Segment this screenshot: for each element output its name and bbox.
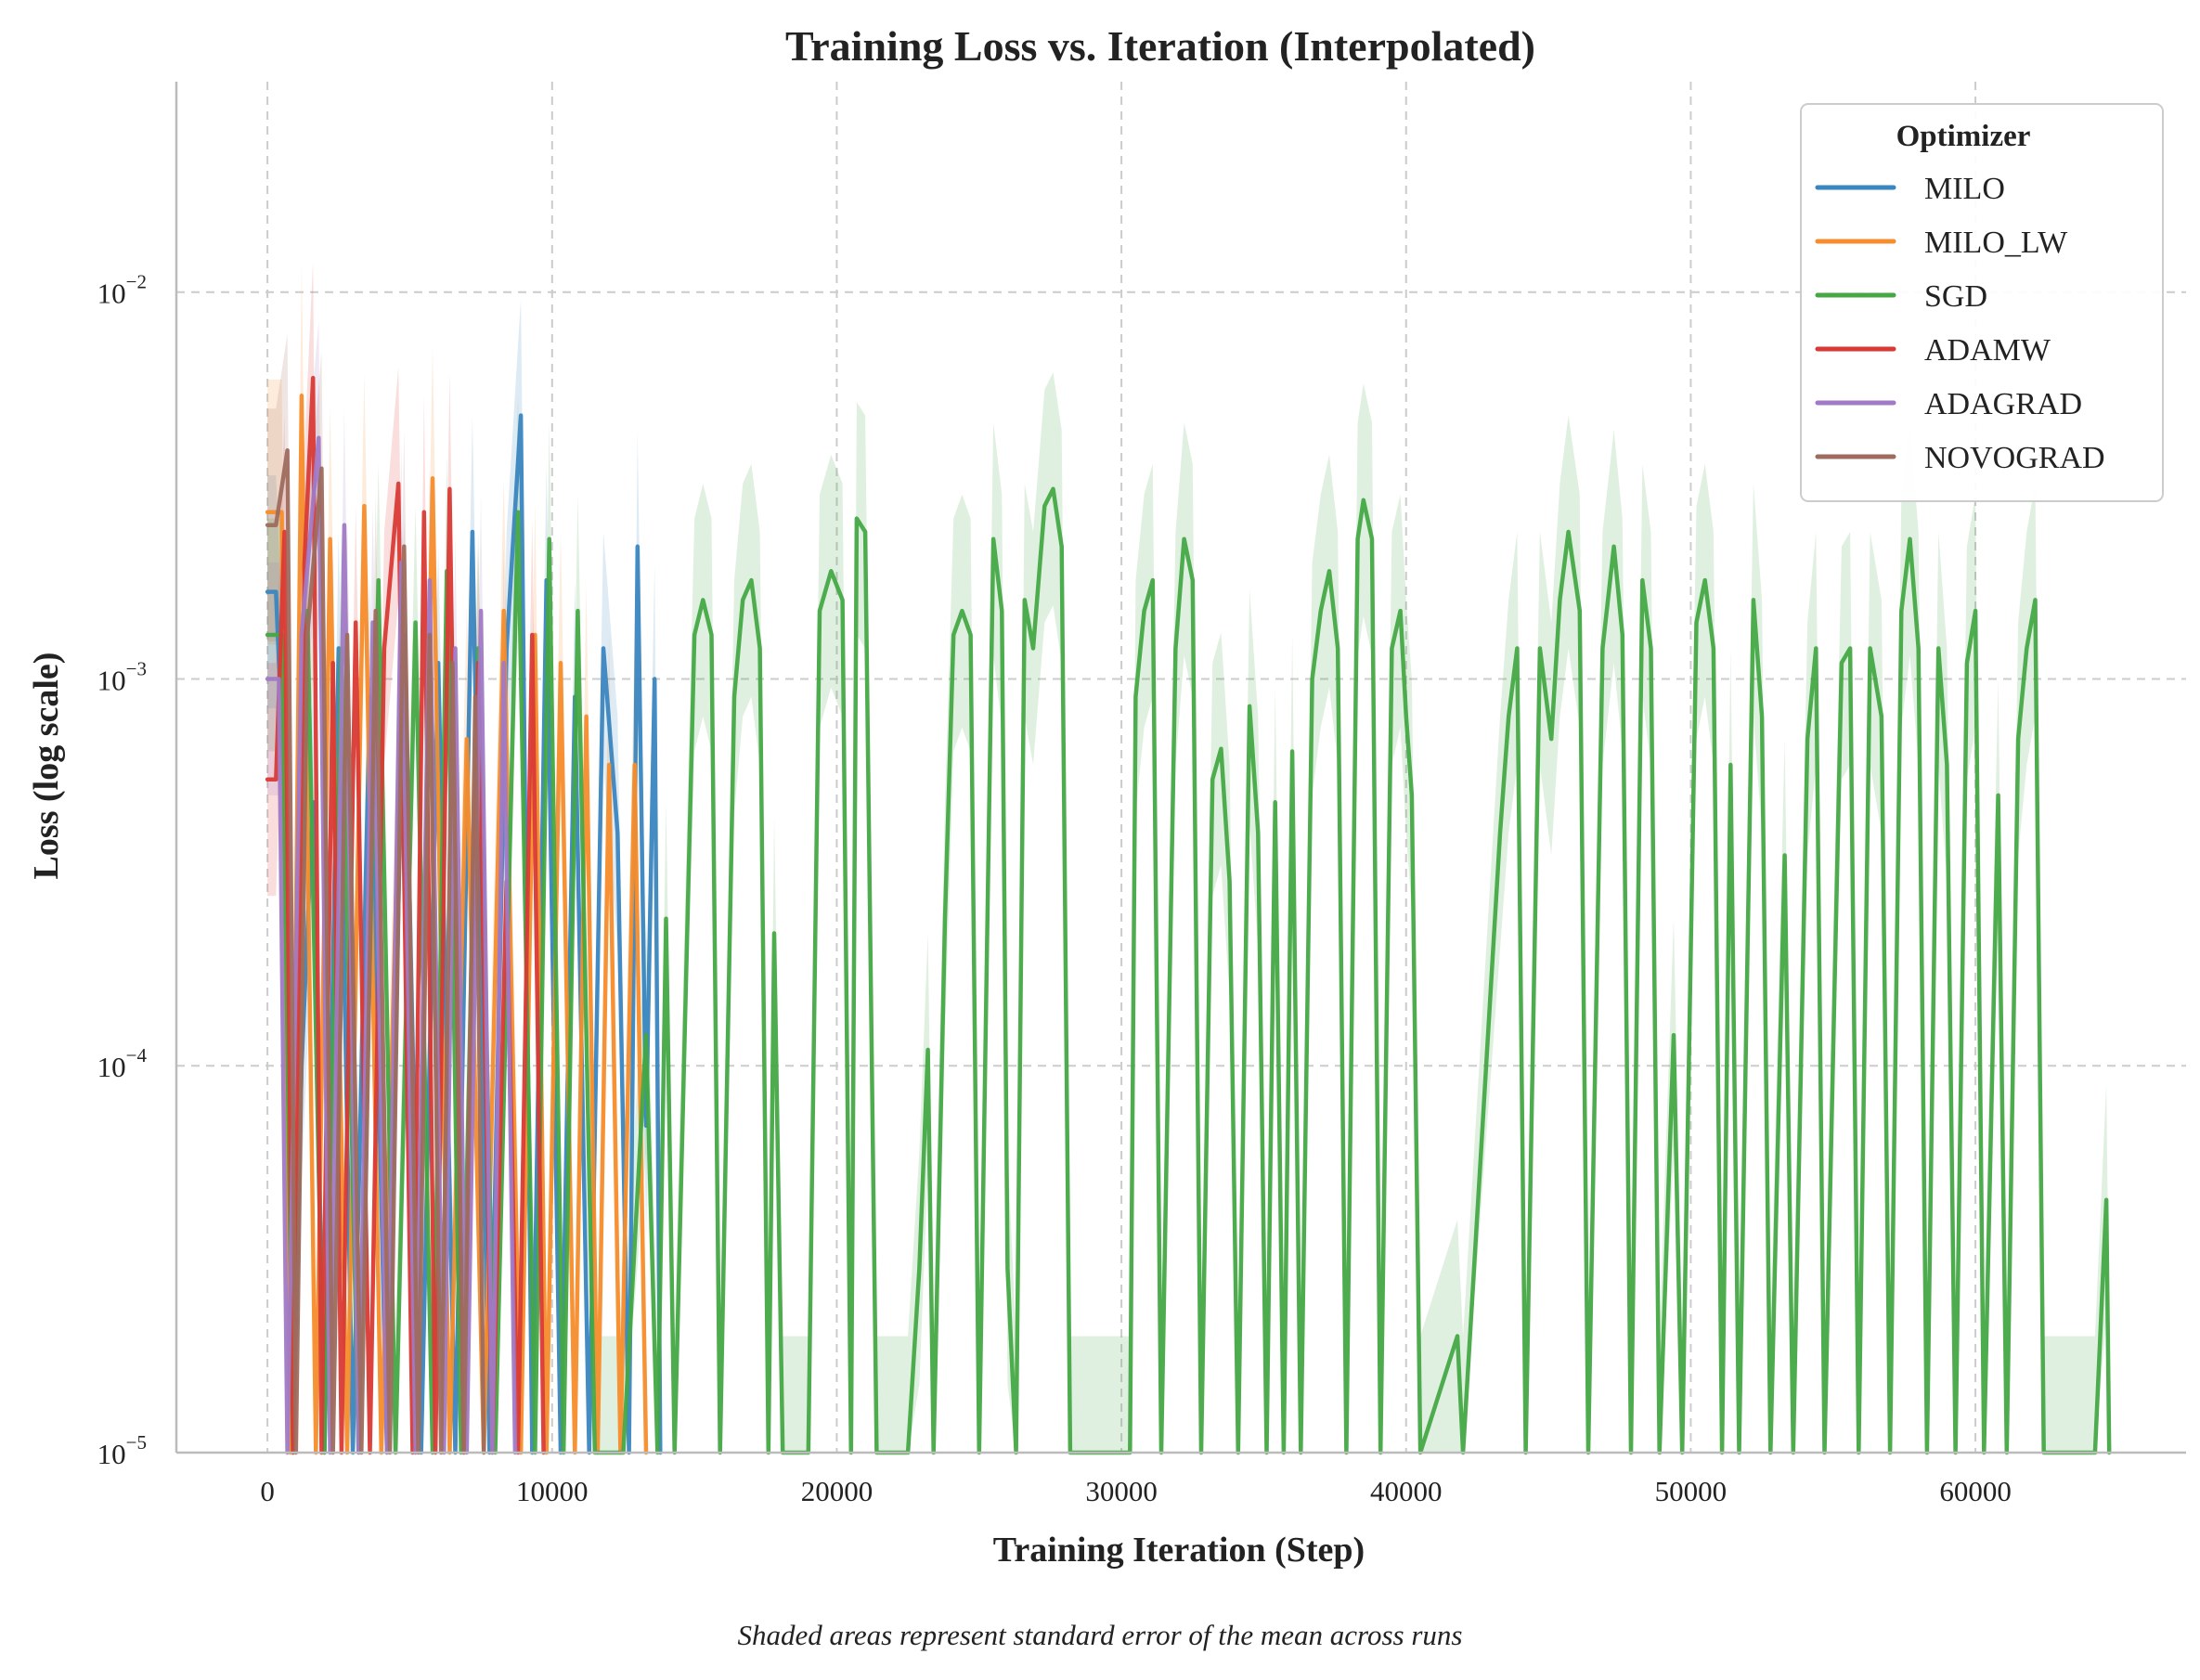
- x-axis-ticks: 0 10000 20000 30000 40000 50000 60000: [260, 1475, 2011, 1507]
- legend: Optimizer MILO MILO_LW SGD ADAMW ADAGRAD NOVO…: [1800, 103, 2164, 502]
- y-axis-ticks: 10−2 10−3 10−4 10−5: [97, 271, 148, 1470]
- y-axis-label: Loss (log scale): [27, 653, 66, 880]
- x-tick-label: 30000: [1085, 1475, 1158, 1507]
- legend-entries: MILO MILO_LW SGD ADAMW ADAGRAD NOVOGRAD: [1815, 172, 2105, 475]
- legend-label-adamw: ADAMW: [1924, 333, 2051, 368]
- legend-label-milo_lw: MILO_LW: [1924, 226, 2068, 260]
- x-tick-label: 20000: [801, 1475, 874, 1507]
- legend-label-milo: MILO: [1924, 172, 2005, 206]
- y-tick-label: 10−3: [97, 657, 147, 696]
- chart-caption: Shaded areas represent standard error of…: [738, 1619, 1463, 1651]
- legend-label-adagrad: ADAGRAD: [1924, 387, 2082, 421]
- x-tick-label: 0: [260, 1475, 275, 1507]
- y-tick-label: 10−5: [97, 1431, 147, 1470]
- legend-title: Optimizer: [1896, 120, 2031, 153]
- x-tick-label: 60000: [1939, 1475, 2012, 1507]
- x-tick-label: 40000: [1370, 1475, 1443, 1507]
- series-line-adagrad: [265, 435, 518, 1455]
- chart-title: Training Loss vs. Iteration (Interpolate…: [785, 22, 1535, 70]
- axes-spines: [175, 82, 2186, 1454]
- legend-label-novograd: NOVOGRAD: [1924, 441, 2105, 475]
- series-line-sgd: [265, 486, 2112, 1455]
- x-axis-label: Training Iteration (Step): [993, 1531, 1365, 1570]
- legend-label-sgd: SGD: [1924, 279, 1987, 314]
- x-tick-label: 50000: [1655, 1475, 1728, 1507]
- y-tick-label: 10−4: [97, 1044, 148, 1083]
- x-tick-label: 10000: [516, 1475, 589, 1507]
- y-tick-label: 10−2: [97, 271, 147, 310]
